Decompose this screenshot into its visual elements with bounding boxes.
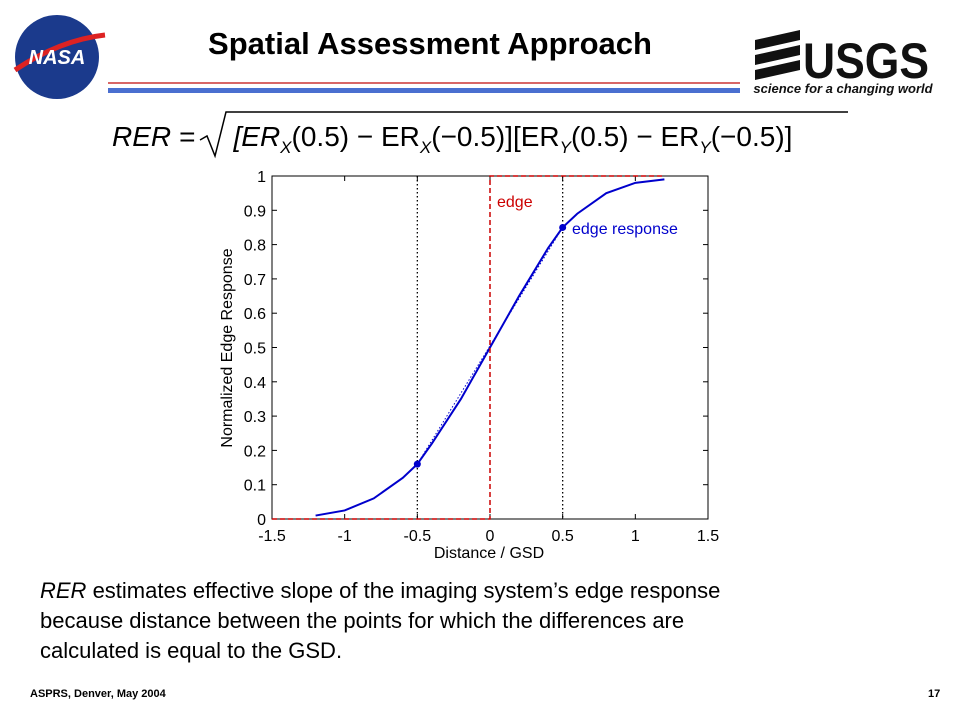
y-tick-label: 1 bbox=[257, 169, 266, 186]
series-line bbox=[416, 227, 564, 465]
y-tick-label: 0.5 bbox=[244, 341, 266, 358]
body-text: RER estimates effective slope of the ima… bbox=[40, 578, 720, 663]
usgs-logo: USGS science for a changing world bbox=[753, 30, 934, 96]
formula-part: Y bbox=[699, 138, 712, 157]
x-tick-label: -0.5 bbox=[404, 528, 432, 545]
y-tick-label: 0.4 bbox=[244, 375, 266, 392]
x-tick-label: 1.5 bbox=[697, 528, 719, 545]
formula-part: X bbox=[419, 138, 432, 157]
formula-text: RER = [ERX(0.5) − ERX(−0.5)][ERY(0.5) − ER… bbox=[112, 121, 792, 157]
y-tick-label: 0.8 bbox=[244, 238, 266, 255]
formula-part: Y bbox=[560, 138, 573, 157]
point-marker bbox=[559, 223, 567, 231]
formula-part: RER bbox=[112, 121, 171, 152]
series-line bbox=[272, 175, 665, 520]
point-marker bbox=[413, 460, 421, 468]
series-annotation: edge response bbox=[572, 221, 678, 238]
formula-part: = bbox=[179, 121, 195, 152]
y-axis-label: Normalized Edge Response bbox=[219, 248, 236, 447]
formula-part: X bbox=[279, 138, 292, 157]
y-tick-label: 0.2 bbox=[244, 443, 266, 460]
usgs-text: USGS bbox=[803, 33, 929, 89]
nasa-logo: NASA bbox=[13, 15, 106, 99]
formula-part: (−0.5)] bbox=[711, 121, 793, 152]
formula-part: (0.5) − ER bbox=[292, 121, 420, 152]
series-line bbox=[315, 178, 665, 517]
x-axis-label: Distance / GSD bbox=[434, 545, 544, 562]
body-line: because distance between the points for … bbox=[40, 608, 684, 633]
formula-part: (0.5) − ER bbox=[571, 121, 699, 152]
x-tick-label: -1.5 bbox=[258, 528, 286, 545]
rule bbox=[108, 88, 740, 93]
x-tick-label: 0 bbox=[486, 528, 495, 545]
x-tick-label: 0.5 bbox=[552, 528, 574, 545]
y-tick-label: 0 bbox=[257, 512, 266, 529]
body-line: calculated is equal to the GSD. bbox=[40, 638, 342, 663]
series-annotation: edge bbox=[497, 194, 533, 211]
y-tick-label: 0.3 bbox=[244, 409, 266, 426]
nasa-text: NASA bbox=[29, 47, 86, 69]
y-tick-label: 0.6 bbox=[244, 306, 266, 323]
body-italic: RER bbox=[40, 578, 87, 603]
y-tick-label: 0.9 bbox=[244, 203, 266, 220]
body-line: estimates effective slope of the imaging… bbox=[86, 578, 720, 603]
formula-part: (−0.5)][ER bbox=[431, 121, 559, 152]
x-tick-label: 1 bbox=[631, 528, 640, 545]
x-tick-label: -1 bbox=[338, 528, 352, 545]
slide-title: Spatial Assessment Approach bbox=[208, 26, 652, 61]
y-tick-label: 0.1 bbox=[244, 478, 266, 495]
formula-part: [ER bbox=[232, 121, 280, 152]
formula: RER = [ERX(0.5) − ERX(−0.5)][ERY(0.5) − ER… bbox=[112, 111, 848, 159]
usgs-tagline: science for a changing world bbox=[753, 81, 933, 96]
footer: ASPRS, Denver, May 2004 bbox=[30, 688, 167, 700]
y-tick-label: 0.7 bbox=[244, 272, 266, 289]
page-number: 17 bbox=[928, 688, 940, 700]
